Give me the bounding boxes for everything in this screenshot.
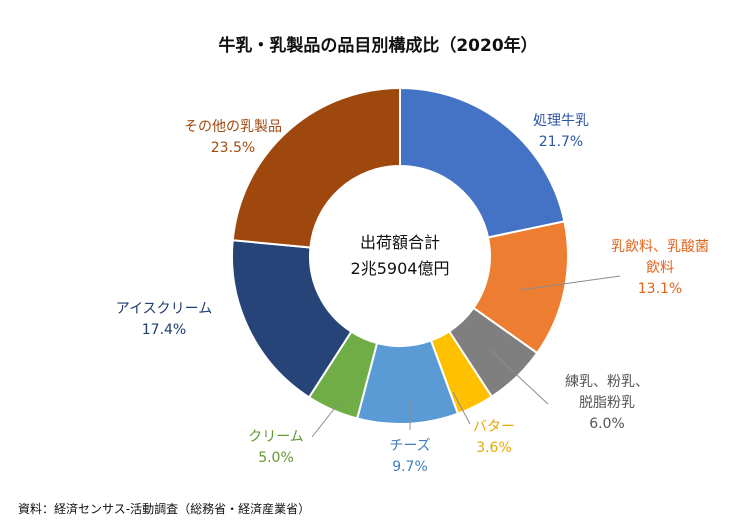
donut-slices: [231, 86, 569, 425]
leader-line-3: [452, 391, 471, 425]
slice-value-label-6: 17.4%: [142, 322, 186, 338]
source-note: 資料：経済センサス-活動調査（総務省・経済産業省）: [18, 501, 310, 516]
slice-value-label-2: 6.0%: [589, 416, 625, 432]
slice-category-label-1-1: 飲料: [646, 260, 674, 276]
slice-category-label-3-0: バター: [473, 419, 515, 435]
slice-value-label-4: 9.7%: [392, 459, 428, 475]
center-label-line-1: 出荷額合計: [360, 233, 440, 252]
slice-value-label-0: 21.7%: [539, 134, 583, 150]
slice-category-label-6-0: アイスクリーム: [116, 301, 212, 317]
slice-7: [231, 86, 401, 249]
chart-title: 牛乳・乳製品の品目別構成比（2020年）: [218, 35, 537, 56]
leader-line-5: [311, 403, 339, 438]
slice-category-label-2-1: 脱脂粉乳: [579, 395, 635, 411]
slice-value-label-7: 23.5%: [211, 140, 255, 156]
leader-lines: [311, 275, 621, 438]
slice-category-label-0-0: 処理牛乳: [533, 113, 589, 129]
leader-line-2: [489, 349, 549, 405]
slice-value-label-5: 5.0%: [258, 450, 294, 466]
slice-category-label-7-0: その他の乳製品: [184, 119, 282, 135]
slice-category-label-5-0: クリーム: [248, 429, 304, 445]
leader-line-1: [519, 275, 621, 291]
slice-6: [231, 239, 353, 399]
slice-category-label-1-0: 乳飲料、乳酸菌: [611, 239, 709, 255]
slice-value-label-1: 13.1%: [638, 281, 682, 297]
slice-value-label-3: 3.6%: [476, 440, 512, 456]
slice-category-label-4-0: チーズ: [389, 438, 430, 454]
slice-0: [399, 86, 566, 239]
slice-category-label-2-0: 練乳、粉乳、: [565, 374, 649, 390]
center-label-line-2: 2兆5904億円: [351, 259, 450, 278]
